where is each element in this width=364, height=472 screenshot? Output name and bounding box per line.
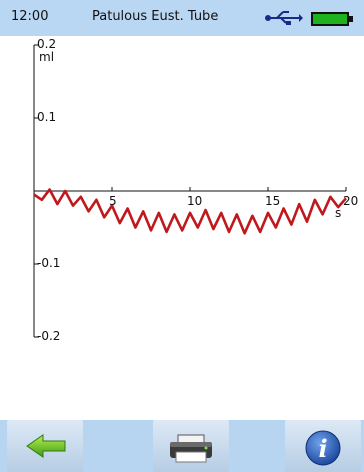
back-arrow-icon bbox=[26, 434, 66, 458]
svg-text:i: i bbox=[318, 434, 327, 463]
info-icon: i bbox=[305, 430, 341, 466]
x-tick-label: 10 bbox=[187, 194, 203, 208]
y-tick-label: 0.2 bbox=[37, 37, 57, 51]
battery-icon bbox=[311, 12, 353, 26]
y-tick-label: -0.1 bbox=[37, 256, 61, 270]
screen-title: Patulous Eust. Tube bbox=[92, 9, 219, 24]
x-tick-label: 20 bbox=[343, 194, 359, 208]
x-tick-label: 15 bbox=[265, 194, 281, 208]
x-tick-label: 5 bbox=[109, 194, 117, 208]
y-tick-label: 0.1 bbox=[37, 110, 57, 124]
y-tick-label: -0.2 bbox=[37, 329, 61, 343]
print-button[interactable] bbox=[153, 420, 229, 472]
bottom-toolbar: i bbox=[0, 420, 364, 472]
plot-area: 0.2 0.1 -0.1 -0.2 ml 5 10 15 20 s bbox=[0, 36, 364, 420]
printer-icon bbox=[170, 434, 212, 463]
info-button[interactable]: i bbox=[285, 420, 361, 472]
back-button[interactable] bbox=[7, 420, 83, 472]
usb-icon bbox=[265, 11, 303, 25]
chart bbox=[33, 44, 347, 338]
status-time: 12:00 bbox=[11, 9, 49, 24]
data-series-line bbox=[33, 188, 347, 235]
status-bar: 12:00 Patulous Eust. Tube bbox=[0, 0, 364, 36]
x-unit-label: s bbox=[335, 206, 342, 220]
y-unit-label: ml bbox=[39, 50, 55, 64]
